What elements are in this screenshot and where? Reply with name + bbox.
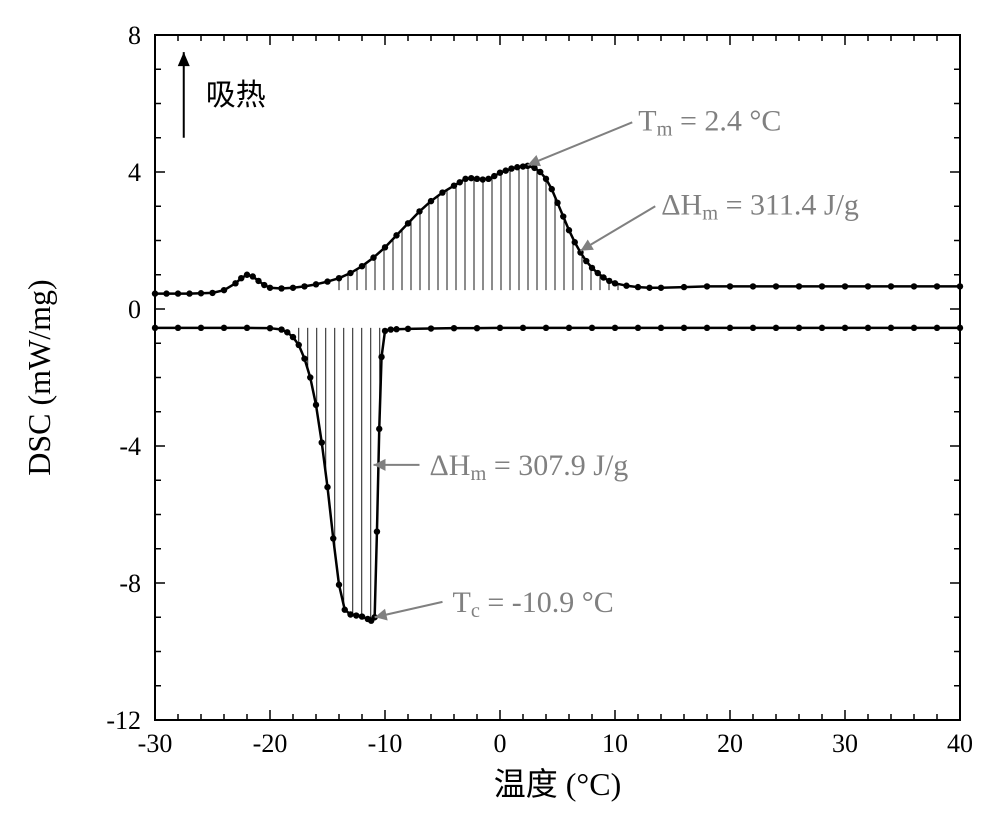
svg-text:0: 0: [128, 295, 141, 324]
svg-text:30: 30: [832, 729, 858, 758]
svg-text:DSC (mW/mg): DSC (mW/mg): [21, 279, 57, 475]
svg-text:ΔHm = 307.9 J/g: ΔHm = 307.9 J/g: [430, 449, 629, 485]
svg-text:20: 20: [717, 729, 743, 758]
svg-text:吸热: 吸热: [206, 79, 266, 112]
svg-text:-4: -4: [119, 432, 141, 461]
svg-text:8: 8: [128, 21, 141, 50]
svg-text:ΔHm = 311.4 J/g: ΔHm = 311.4 J/g: [661, 188, 859, 224]
svg-text:0: 0: [494, 729, 507, 758]
chart-svg: -30 -20 -10 0 10 20 30 40 -12 -8 -4 0 4 8 温度 (°C) DSC (…: [0, 0, 1000, 830]
svg-text:40: 40: [947, 729, 973, 758]
svg-text:4: 4: [128, 158, 141, 187]
svg-text:-30: -30: [138, 729, 173, 758]
dsc-chart: -30 -20 -10 0 10 20 30 40 -12 -8 -4 0 4 8 温度 (°C) DSC (…: [0, 0, 1000, 830]
svg-text:-10: -10: [368, 729, 403, 758]
svg-text:温度 (°C): 温度 (°C): [494, 766, 621, 802]
svg-text:-12: -12: [106, 706, 141, 735]
svg-text:10: 10: [602, 729, 628, 758]
svg-text:-8: -8: [119, 569, 141, 598]
svg-text:-20: -20: [253, 729, 288, 758]
